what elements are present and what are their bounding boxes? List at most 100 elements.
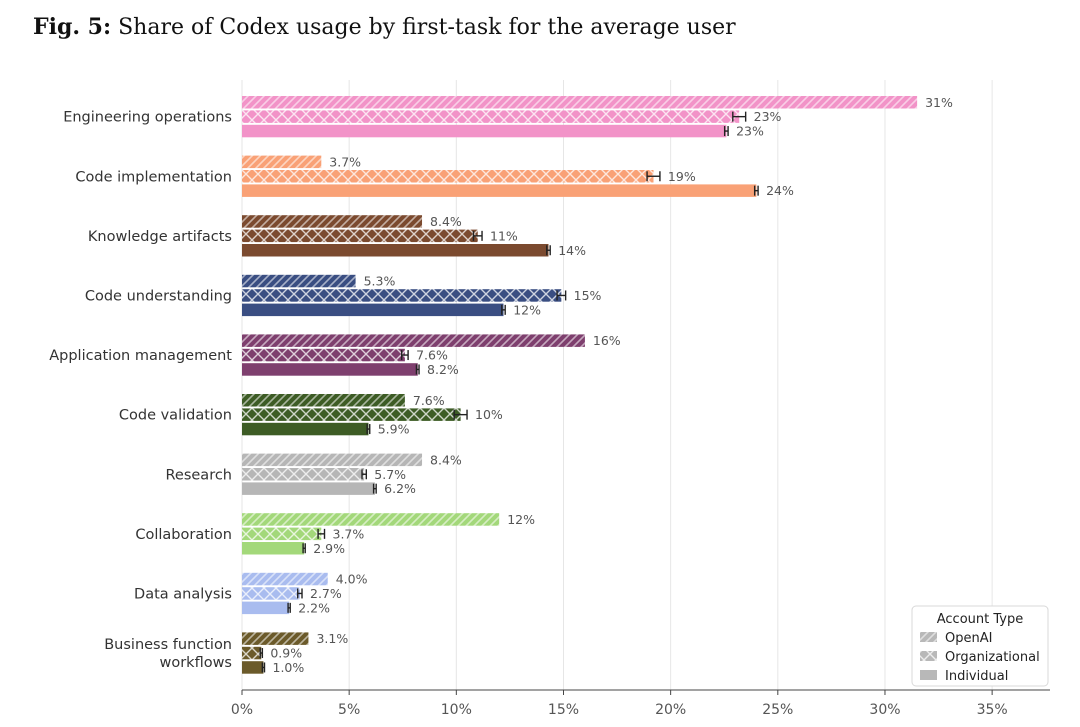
legend-entry: OpenAI [945, 631, 992, 646]
figure-title-text: Share of Codex usage by first-task for t… [118, 15, 736, 40]
legend-swatch-individual [920, 670, 937, 680]
bar-openai [242, 632, 309, 645]
bar-group: 3.7% 19% 24% [242, 154, 794, 198]
bar-individual [242, 542, 305, 555]
legend: Account Type OpenAI Organizational Individu… [911, 605, 1049, 687]
figure-label: Fig. 5: [33, 14, 112, 40]
bar-organizational [242, 348, 405, 362]
x-tick-label: 30% [869, 702, 900, 718]
bar-group: 31% 23%23% [242, 95, 953, 139]
error-bar [366, 424, 371, 435]
category-labels: Engineering operations Code implementatio… [49, 110, 232, 671]
bar-individual [242, 184, 757, 197]
value-label: 10% [475, 407, 503, 422]
error-bar [372, 483, 377, 494]
value-label: 7.6% [413, 393, 445, 408]
value-label: 5.3% [364, 274, 396, 289]
bar-group: 3.1% 0.9%1.0% [242, 631, 348, 675]
bar-group: 5.3% 15% 12% [242, 274, 602, 317]
bar-organizational [242, 289, 562, 302]
category-label: Knowledge artifacts [88, 229, 232, 245]
value-label: 15% [574, 288, 602, 303]
bar-openai [242, 453, 423, 467]
value-label: 3.7% [329, 154, 361, 169]
x-tick-label: 5% [338, 702, 360, 718]
bar-openai [242, 334, 585, 347]
value-label: 12% [507, 512, 535, 527]
bar-group: 8.4% 11% 14% [242, 214, 586, 258]
x-tick-label: 20% [655, 702, 686, 718]
value-label: 6.2% [384, 481, 416, 496]
bar-organizational [242, 646, 262, 660]
value-label: 19% [668, 169, 696, 184]
bar-individual [242, 661, 264, 674]
bar-individual [242, 601, 290, 615]
error-bar [361, 469, 368, 480]
bar-individual [242, 124, 727, 138]
bar-organizational [242, 170, 654, 183]
error-bar [501, 304, 506, 315]
legend-swatch-openai [920, 632, 937, 642]
bar-organizational [242, 468, 365, 481]
x-tick-label: 15% [548, 702, 579, 718]
bar-group: 4.0%2.7%2.2% [242, 572, 368, 615]
x-tick-label: 10% [441, 702, 472, 718]
bar-openai [242, 572, 328, 586]
value-label: 23% [754, 109, 782, 124]
bar-individual [242, 303, 504, 317]
bar-group: 7.6% 10% 5.9% [242, 393, 503, 437]
value-label: 5.7% [374, 467, 406, 482]
x-tick-label: 35% [977, 702, 1008, 718]
x-tick-label: 0% [231, 702, 253, 718]
value-label: 12% [513, 302, 541, 317]
value-label: 14% [558, 243, 586, 258]
value-label: 24% [766, 183, 794, 198]
value-label: 1.0% [273, 660, 305, 675]
error-bar [753, 185, 759, 196]
bar-individual [242, 422, 369, 436]
value-label: 3.7% [333, 526, 365, 541]
value-label: 23% [736, 124, 764, 139]
figure-title: Fig. 5: Share of Codex usage by first-ta… [33, 14, 736, 40]
bar-openai [242, 215, 423, 228]
bar-openai [242, 394, 405, 407]
error-bar [556, 290, 567, 301]
legend-box [911, 605, 1049, 687]
bar-openai [242, 274, 356, 288]
x-tick-label: 25% [762, 702, 793, 718]
legend-title: Account Type [937, 612, 1023, 627]
category-label: Data analysis [134, 586, 232, 602]
error-bar [415, 364, 420, 375]
value-label: 16% [593, 333, 621, 348]
value-label: 5.9% [378, 422, 410, 437]
category-label: Code understanding [85, 288, 232, 304]
category-label: Code validation [119, 408, 232, 424]
bar-organizational [242, 527, 322, 541]
value-label: 2.2% [298, 600, 330, 615]
legend-entry: Individual [945, 669, 1008, 684]
bar-organizational [242, 587, 300, 600]
bar-openai [242, 96, 918, 109]
bar-group: 16% 7.6%8.2% [242, 333, 621, 377]
bar-individual [242, 482, 375, 495]
bar-organizational [242, 110, 740, 123]
value-label: 8.4% [430, 214, 462, 229]
category-label: Business function workflows [104, 637, 232, 671]
category-label: Code implementation [75, 169, 232, 185]
x-axis: 0% 5% 10% 15% 20% 25% 30% 35% [231, 689, 1050, 718]
bar-openai [242, 513, 500, 526]
value-label: 2.9% [313, 541, 345, 556]
value-label: 0.9% [270, 646, 302, 661]
bar-individual [242, 244, 549, 257]
value-label: 2.7% [310, 586, 342, 601]
category-label: Application management [49, 348, 232, 364]
bar-organizational [242, 229, 478, 243]
bars: 31% 23%23% 3.7% 19% 24% 8.4%11%14% 5.3% 15% 12% 1… [242, 95, 953, 675]
grid-lines [241, 80, 993, 690]
error-bar [297, 588, 303, 599]
error-bar [546, 245, 551, 256]
value-label: 7.6% [416, 348, 448, 363]
value-label: 31% [925, 95, 953, 110]
error-bar [317, 528, 326, 539]
error-bar [732, 111, 747, 122]
